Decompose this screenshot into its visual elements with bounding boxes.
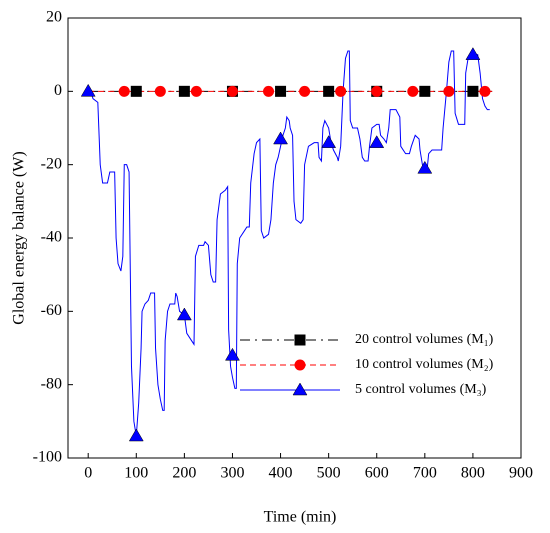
marker [80,83,96,97]
marker [263,85,275,97]
marker [407,85,419,97]
y-tick-label: -80 [41,375,62,392]
y-tick-label: 0 [54,82,62,99]
marker [417,160,433,174]
marker [176,307,192,321]
x-tick-label: 200 [172,465,196,482]
marker [323,85,335,97]
marker [299,85,311,97]
legend-label: 5 control volumes (M₃) [355,382,487,397]
marker [465,47,481,60]
marker [335,85,347,97]
x-tick-label: 600 [365,465,389,482]
x-tick-label: 0 [84,465,92,482]
x-axis-label: Time (min) [264,509,337,526]
marker [321,135,337,148]
marker [419,85,431,97]
marker [128,428,144,442]
y-tick-label: -40 [41,229,62,246]
marker [275,85,287,97]
x-tick-label: 900 [509,465,533,482]
legend-marker [294,334,306,346]
marker [226,85,238,97]
marker [178,85,190,97]
y-tick-label: 20 [46,9,62,26]
y-tick-label: -60 [41,302,62,319]
x-tick-label: 700 [413,465,437,482]
x-tick-label: 500 [317,465,341,482]
marker [130,85,142,97]
marker [225,347,240,361]
legend-marker [292,382,308,396]
marker [369,135,385,148]
marker [190,85,202,97]
series-line [88,50,490,437]
marker [479,85,491,97]
x-tick-label: 100 [124,465,148,482]
marker [273,131,288,145]
y-axis-label: Global energy balance (W) [11,151,28,324]
marker [118,85,130,97]
marker [371,85,383,97]
marker [443,85,455,97]
y-tick-label: -20 [41,155,62,172]
y-tick-label: -100 [33,449,62,466]
legend-marker [294,359,306,371]
marker [467,85,479,97]
x-tick-label: 400 [269,465,293,482]
legend-label: 10 control volumes (M₂) [355,357,494,372]
legend-label: 20 control volumes (M₁) [355,332,494,347]
x-tick-label: 800 [461,465,485,482]
marker [154,85,166,97]
x-tick-label: 300 [220,465,244,482]
